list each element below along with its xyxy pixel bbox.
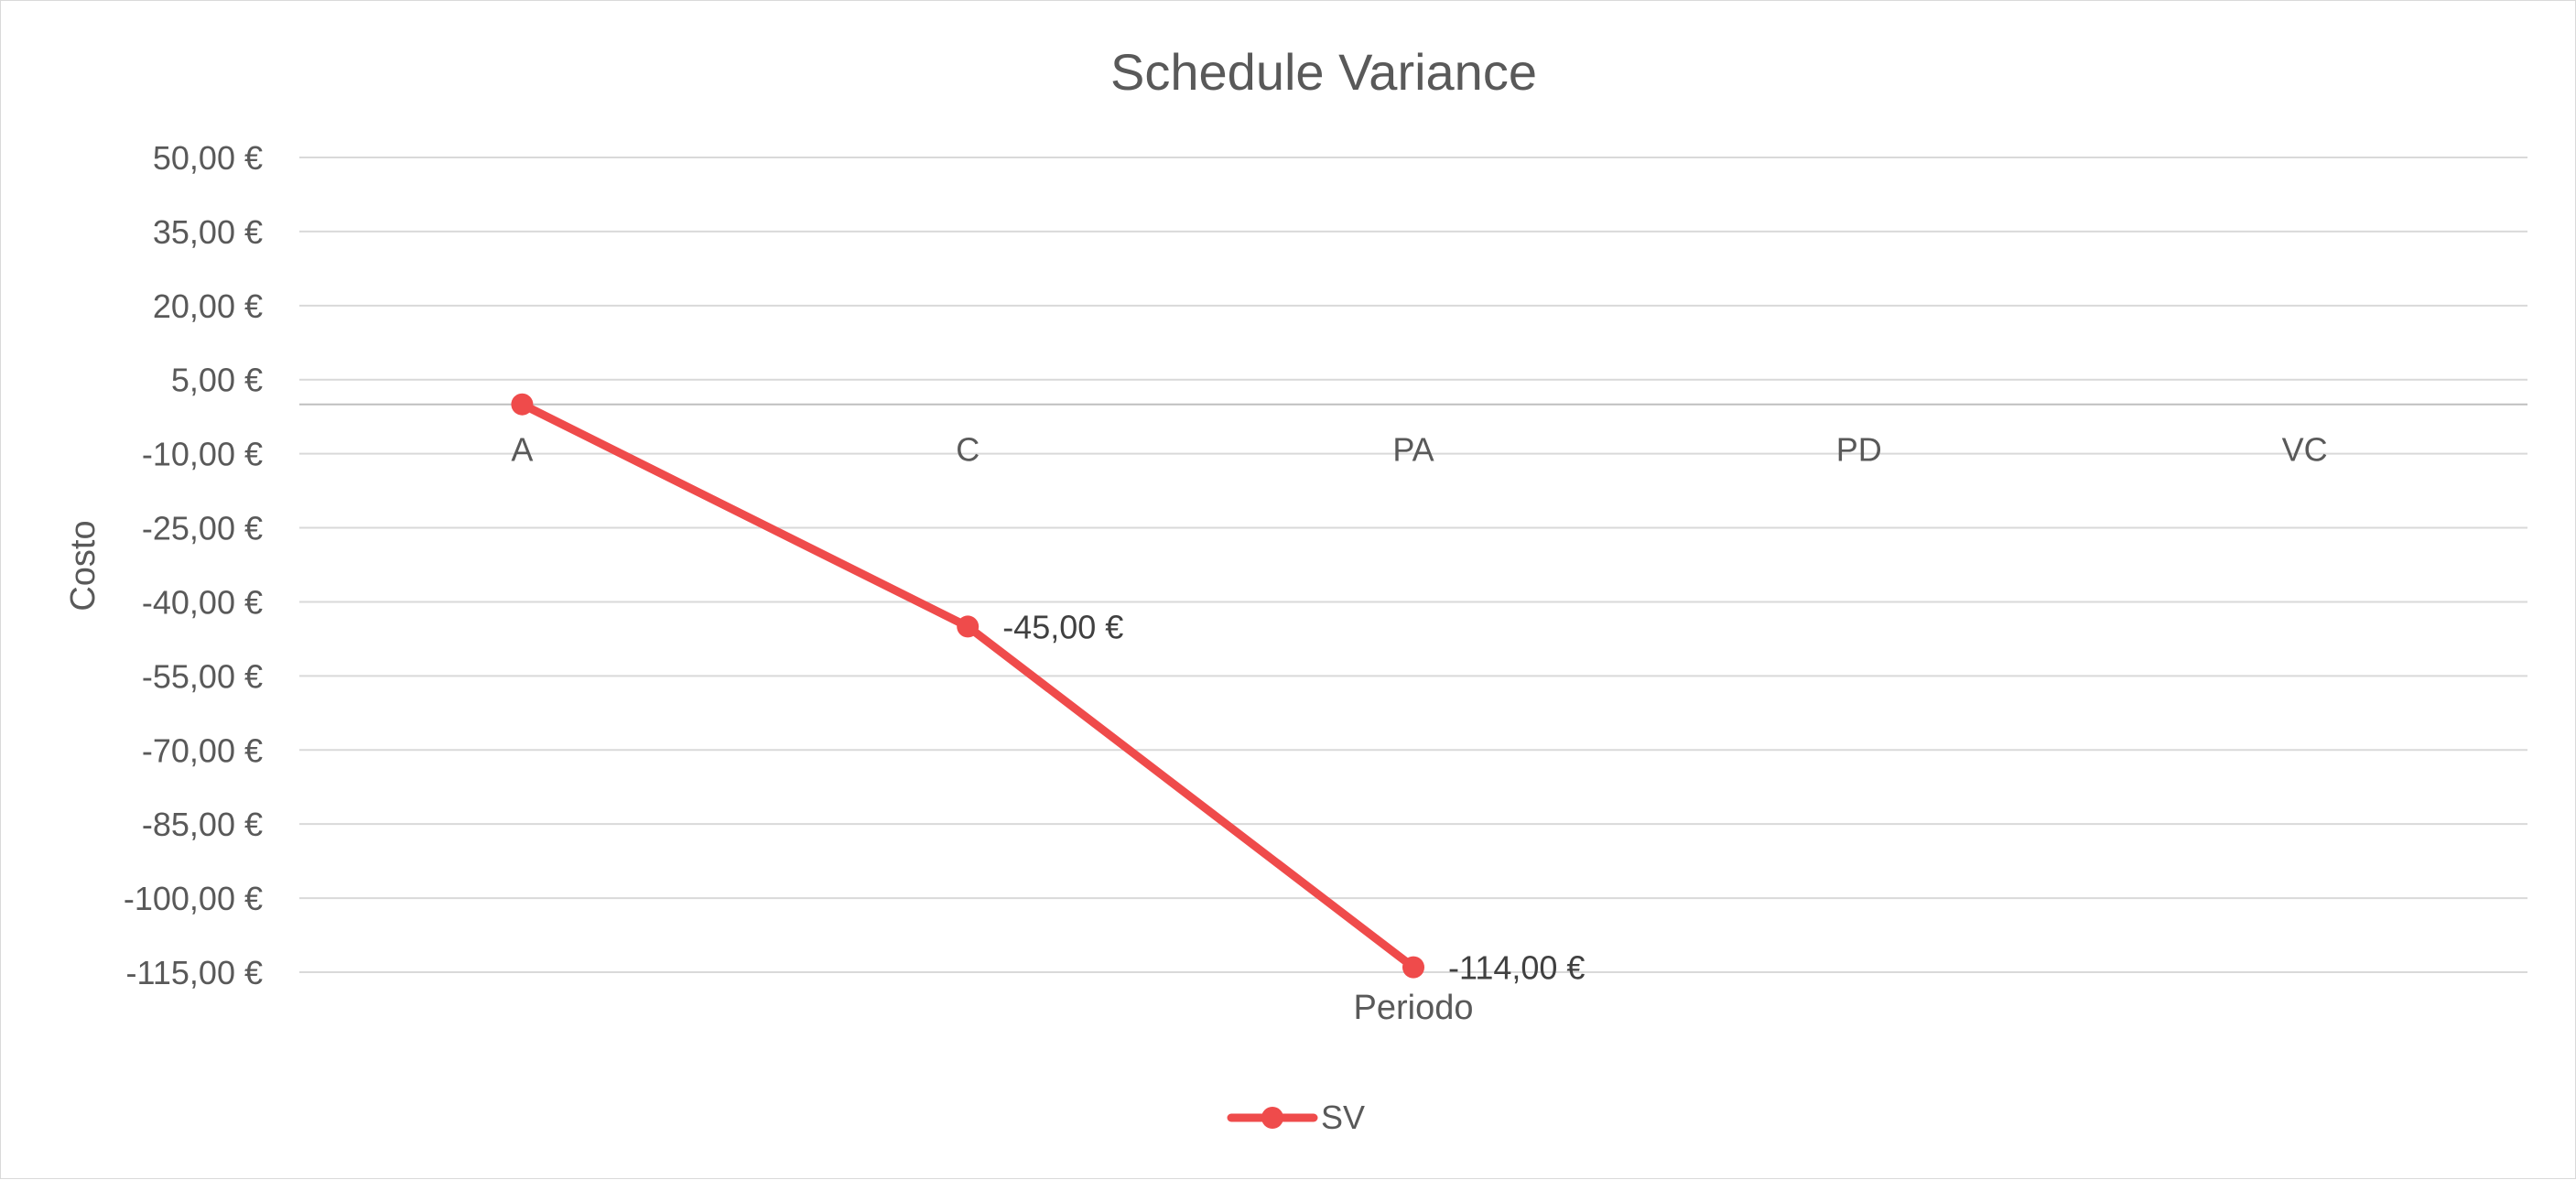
series-layer: -45,00 € -114,00 € xyxy=(511,393,1585,987)
y-tick-label: -10,00 € xyxy=(142,436,263,473)
legend-marker-sv xyxy=(1261,1107,1283,1129)
x-tick-label: PD xyxy=(1836,431,1882,469)
x-tick-label: PA xyxy=(1392,431,1434,469)
chart-title: Schedule Variance xyxy=(1110,43,1537,101)
x-tick-label: A xyxy=(511,431,533,469)
y-axis-title: Costo xyxy=(64,520,103,611)
x-axis-title: Periodo xyxy=(1354,989,1474,1027)
data-point xyxy=(1402,956,1424,979)
y-tick-label: 50,00 € xyxy=(153,139,263,177)
series-line-sv xyxy=(517,400,1418,972)
data-label: -114,00 € xyxy=(1448,949,1585,987)
data-label: -45,00 € xyxy=(1002,608,1123,645)
x-tick-label: C xyxy=(956,431,980,469)
y-tick-label: -100,00 € xyxy=(124,880,263,917)
x-tick-label: VC xyxy=(2282,431,2328,469)
y-tick-label: 20,00 € xyxy=(153,287,263,325)
legend: SV xyxy=(1227,1099,1365,1136)
x-axis-ticks: A C PA PD VC xyxy=(511,431,2327,469)
y-tick-label: 35,00 € xyxy=(153,213,263,251)
y-tick-label: -55,00 € xyxy=(142,657,263,695)
y-tick-label: -40,00 € xyxy=(142,583,263,621)
y-tick-label: -85,00 € xyxy=(142,806,263,843)
y-tick-label: -70,00 € xyxy=(142,731,263,769)
y-axis-ticks: 50,00 € 35,00 € 20,00 € 5,00 € -10,00 € -25,0… xyxy=(124,139,263,991)
data-point xyxy=(957,615,980,638)
y-tick-label: -115,00 € xyxy=(126,954,263,991)
gridlines xyxy=(299,157,2527,973)
y-tick-label: -25,00 € xyxy=(142,510,263,547)
data-point xyxy=(511,393,534,416)
legend-label-sv: SV xyxy=(1321,1099,1365,1136)
y-tick-label: 5,00 € xyxy=(171,362,263,399)
